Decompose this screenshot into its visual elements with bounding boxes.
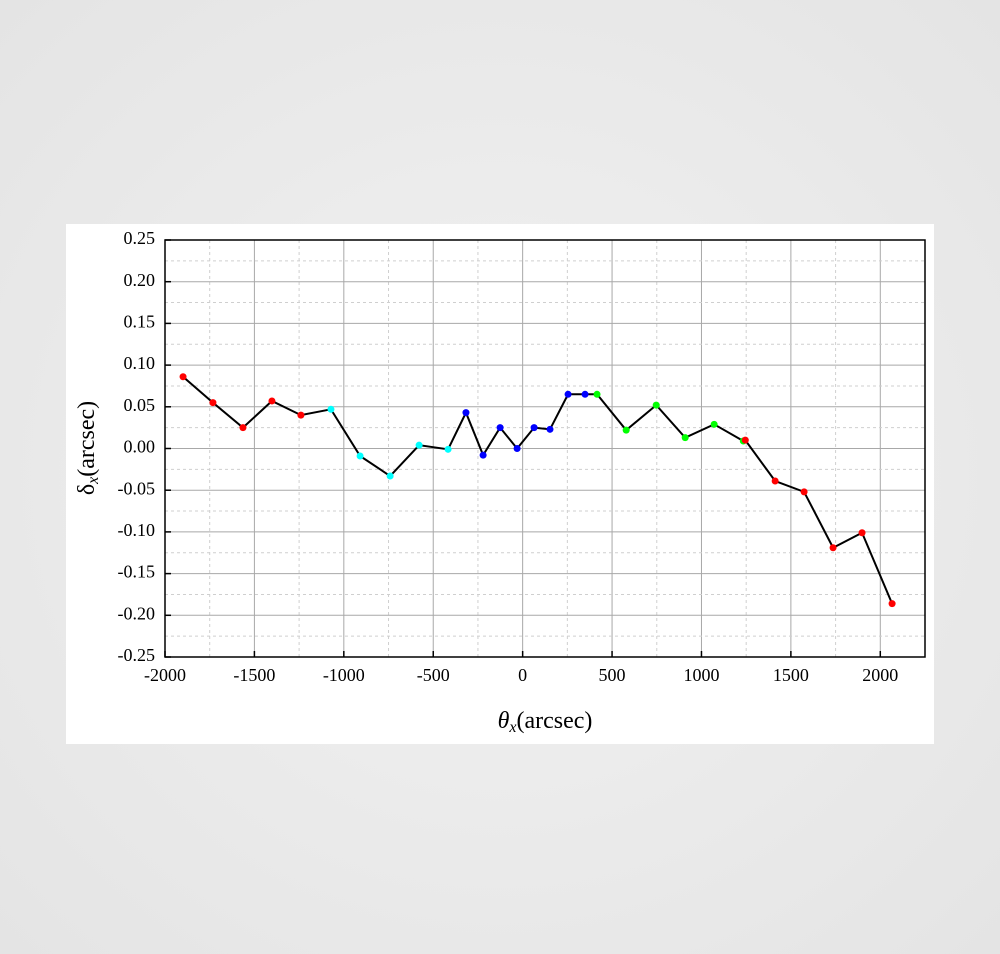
x-axis-unit: (arcsec) (516, 708, 592, 734)
y-axis-symbol: δ (74, 484, 100, 495)
data-point (546, 425, 554, 433)
data-point (415, 441, 423, 449)
data-point (771, 477, 779, 485)
y-tick-label: -0.15 (118, 562, 156, 582)
data-point (593, 390, 601, 398)
data-point (829, 544, 837, 552)
x-tick-label: -500 (417, 665, 450, 685)
y-tick-label: 0.20 (124, 270, 156, 290)
x-tick-label: 500 (599, 665, 626, 685)
x-tick-label: 1500 (773, 665, 809, 685)
data-point (268, 397, 276, 405)
data-point (356, 452, 364, 460)
data-point (858, 529, 866, 537)
y-tick-label: 0.05 (124, 395, 156, 415)
data-point (530, 424, 538, 432)
data-point (386, 472, 394, 480)
data-point (710, 420, 718, 428)
x-axis-title: θx(arcsec) (498, 708, 593, 736)
x-tick-label: -1000 (323, 665, 365, 685)
y-tick-label: 0.15 (124, 312, 156, 332)
marks (179, 373, 896, 608)
data-point (681, 434, 689, 442)
data-point (327, 405, 335, 413)
x-tick-label: -2000 (144, 665, 186, 685)
data-point (444, 445, 452, 453)
y-axis-unit: (arcsec) (74, 401, 100, 477)
data-point (513, 445, 521, 452)
data-point (581, 390, 589, 398)
data-line (182, 376, 894, 605)
data-point (496, 424, 504, 432)
data-point (297, 411, 305, 419)
y-tick-label: -0.05 (118, 478, 156, 498)
data-point (888, 600, 896, 608)
x-tick-label: 1000 (683, 665, 719, 685)
y-tick-label: -0.10 (118, 520, 156, 540)
y-tick-label: -0.20 (118, 603, 156, 623)
x-tick-label: 2000 (862, 665, 898, 685)
data-point (741, 436, 749, 444)
y-tick-label: 0.00 (124, 437, 156, 457)
data-point (179, 373, 187, 381)
data-point (239, 424, 247, 432)
data-point (652, 401, 660, 409)
y-axis-title: δx(arcsec) (74, 401, 102, 495)
x-tick-label: 0 (518, 665, 527, 685)
data-point (622, 426, 630, 434)
data-point (462, 409, 470, 417)
data-point (479, 451, 487, 459)
y-tick-label: -0.25 (118, 645, 156, 665)
x-tick-label: -1500 (233, 665, 275, 685)
y-tick-label: 0.10 (124, 353, 156, 373)
data-point (209, 399, 217, 407)
x-axis-subscript: x (508, 719, 516, 736)
data-point (800, 488, 808, 496)
x-axis-symbol: θ (498, 708, 510, 734)
y-axis-subscript: x (85, 477, 102, 485)
y-tick-label: 0.25 (124, 228, 156, 248)
data-point (564, 390, 572, 398)
